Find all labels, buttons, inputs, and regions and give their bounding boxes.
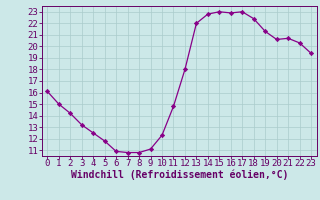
X-axis label: Windchill (Refroidissement éolien,°C): Windchill (Refroidissement éolien,°C) xyxy=(70,170,288,180)
